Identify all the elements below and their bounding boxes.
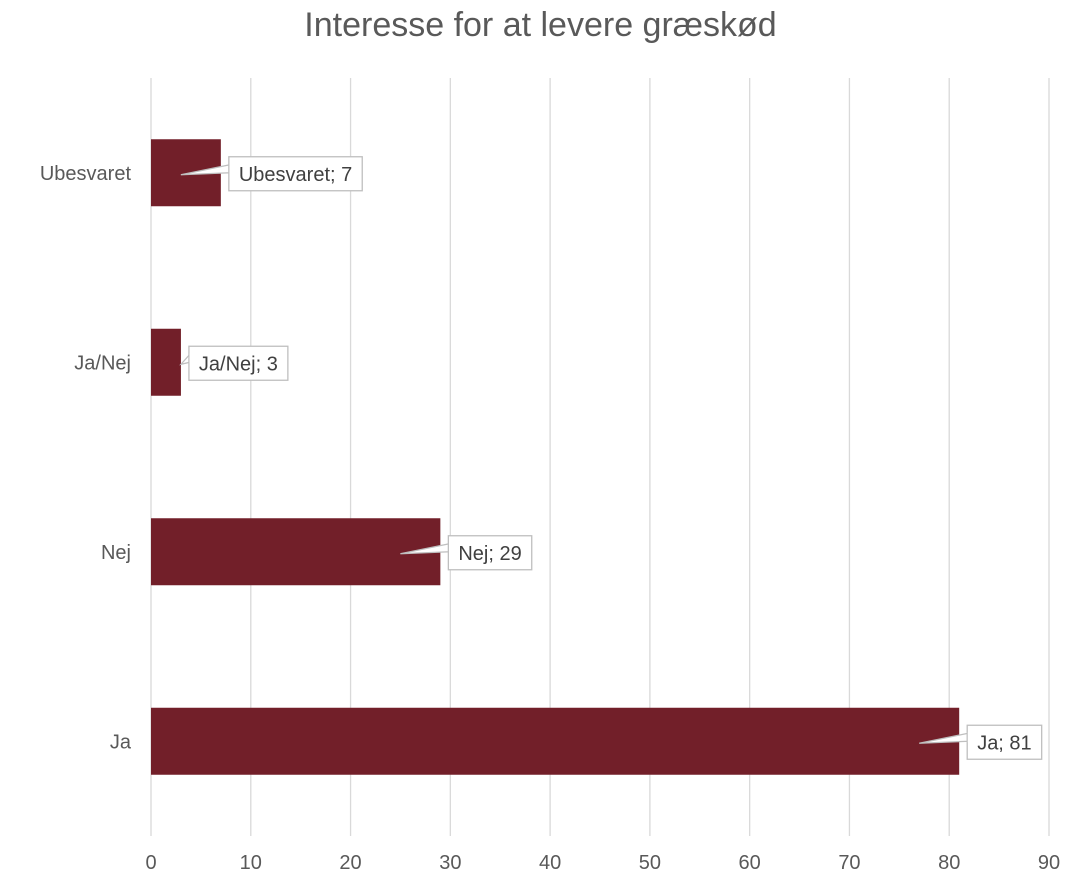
bars (151, 139, 960, 775)
x-tick-label: 80 (938, 852, 960, 874)
callout-box (447, 535, 533, 571)
x-tick-label: 90 (1038, 852, 1060, 874)
data-label-callout: Ubesvaret; 7 (180, 156, 363, 192)
category-label: Ja (110, 731, 132, 753)
data-label-callout: Nej; 29 (400, 535, 533, 571)
x-tick-label: 20 (339, 852, 361, 874)
category-label: Nej (101, 542, 131, 564)
x-tick-label: 70 (838, 852, 860, 874)
x-tick-label: 40 (539, 852, 561, 874)
data-label: Ubesvaret; 7 (239, 164, 352, 186)
axes: 0 10 20 30 40 50 60 70 80 90 Ubesvaret Ja/Nej Nej Ja (40, 163, 1060, 874)
callout-box (228, 156, 363, 192)
x-tick-label: 60 (739, 852, 761, 874)
callout-pointer-join (189, 353, 192, 364)
bar-3 (151, 707, 960, 775)
bar-2 (151, 518, 441, 586)
callout-box (188, 345, 289, 381)
x-tick-label: 50 (639, 852, 661, 874)
data-label-callout: Ja; 81 (919, 724, 1043, 760)
callout-pointer-join (449, 542, 452, 553)
data-label: Ja/Nej; 3 (199, 353, 278, 375)
data-label: Ja; 81 (977, 732, 1031, 754)
data-label: Nej; 29 (458, 543, 521, 565)
category-label: Ja/Nej (74, 352, 131, 374)
category-label: Ubesvaret (40, 163, 132, 185)
callout-box (966, 724, 1043, 760)
x-tick-label: 10 (240, 852, 262, 874)
bar-1 (151, 328, 181, 396)
data-labels: Ubesvaret; 7 Ja/Nej; 3 Nej; 29 Ja; 81 (179, 156, 1043, 760)
x-tick-label: 0 (145, 852, 156, 874)
callout-pointer-join (229, 163, 232, 174)
data-label-callout: Ja/Nej; 3 (179, 345, 289, 381)
chart-title: Interesse for at levere græskød (304, 6, 777, 44)
callout-pointer-join (967, 732, 970, 743)
x-tick-label: 30 (439, 852, 461, 874)
